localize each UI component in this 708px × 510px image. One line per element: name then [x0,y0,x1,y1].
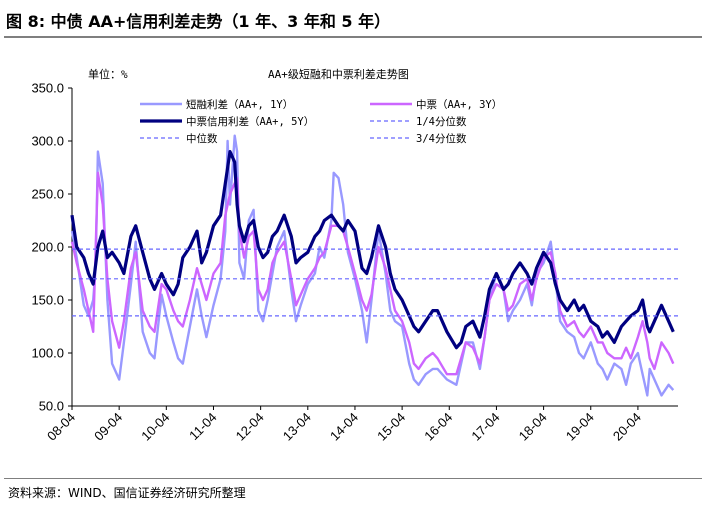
legend-label: 中位数 [186,132,218,145]
x-tick-label: 14-04 [327,410,361,444]
x-tick-label: 18-04 [516,410,550,444]
x-tick-label: 15-04 [374,410,408,444]
y-tick-label: 50.0 [39,399,64,414]
unit-label: 单位：% [88,68,128,81]
x-tick-label: 10-04 [138,410,172,444]
source-note: 资料来源：WIND、国信证券经济研究所整理 [8,486,246,500]
y-tick-label: 350.0 [31,81,64,96]
x-tick-label: 17-04 [468,410,502,444]
figure-title: 图 8: 中债 AA+信用利差走势（1 年、3 年和 5 年） [6,12,391,31]
x-tick-label: 19-04 [563,410,597,444]
x-tick-label: 11-04 [186,410,219,443]
legend-label: 3/4分位数 [416,132,467,145]
legend-label: 短融利差（AA+, 1Y） [186,98,293,111]
source-divider [4,478,702,479]
x-tick-label: 13-04 [280,410,314,444]
series-line-2 [70,150,675,350]
series-line-0 [70,134,675,397]
legend-label: 中票（AA+, 3Y） [416,98,502,111]
x-tick-label: 20-04 [610,410,644,444]
y-tick-label: 300.0 [31,134,64,149]
legend-label: 中票信用利差（AA+, 5Y） [186,115,314,128]
x-tick-label: 12-04 [233,410,267,444]
x-tick-label: 16-04 [421,410,455,444]
x-tick-label: 09-04 [91,410,125,444]
x-tick-label: 08-04 [44,410,78,444]
y-tick-label: 150.0 [31,293,64,308]
legend-label: 1/4分位数 [416,115,467,128]
y-tick-label: 200.0 [31,240,64,255]
y-tick-label: 250.0 [31,187,64,202]
line-chart: 350.0 300.0 250.0 200.0 150.0 100.0 50.008-04 0… [31,81,678,444]
chart-title: AA+级短融和中票利差走势图 [268,68,409,81]
y-tick-label: 100.0 [31,346,64,361]
title-divider [4,36,702,38]
series-line-1 [70,171,675,376]
